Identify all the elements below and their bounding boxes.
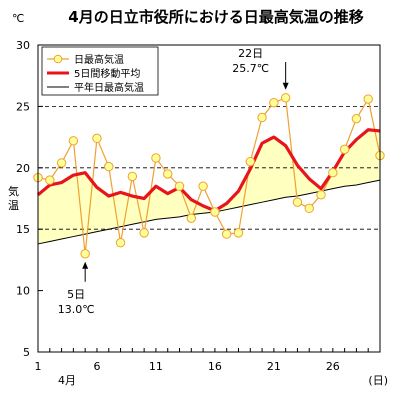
data-point [351,113,362,124]
data-point [139,228,149,238]
x-tick-label: 1 [35,360,42,373]
annotation-value-label: 13.0℃ [58,303,95,316]
data-point [221,229,232,239]
annotation-value-label: 25.7℃ [232,62,269,75]
data-point [233,228,244,238]
data-point [339,144,350,155]
series-line-moving-average [36,128,381,213]
month-label: 4月 [58,374,76,387]
data-point [328,168,338,178]
data-point [92,133,102,144]
annotation-arrow-head [282,82,289,90]
data-point [151,153,161,163]
data-point [316,190,326,200]
data-point [68,136,79,146]
x-unit-label: (日) [368,374,388,387]
y-tick-label: 5 [23,346,30,359]
grid-lines [38,106,380,230]
x-tick-label: 16 [208,360,222,373]
data-point [115,238,126,248]
y-tick-label: 20 [16,162,30,175]
data-point [186,213,197,223]
y-axis-label: 気 温 [8,184,19,212]
data-point [304,203,314,214]
y-tick-label: 10 [16,285,30,298]
series-layer [33,93,385,259]
y-tick-label: 25 [16,100,30,113]
data-point [280,93,291,103]
data-point [269,98,279,108]
annotation-day-label: 22日 [238,47,263,60]
data-point [363,94,373,104]
data-point [45,175,55,185]
chart-title: 4月の日立市役所における日最高気温の推移 [68,8,363,26]
data-point [174,181,185,191]
annotation-day-label: 5日 [67,288,85,301]
deviation-fill-area [38,129,380,244]
x-tick-label: 11 [149,360,163,373]
x-tick-label: 21 [267,360,281,373]
plot-frame [37,44,381,353]
legend-marker-daily-max [53,54,63,64]
legend-label: 日最高気温 [74,53,124,66]
data-point [80,249,90,259]
data-point [56,158,67,168]
y-axis-label-char-2: 温 [8,199,19,212]
data-point [257,112,267,123]
data-point [245,156,255,167]
y-axis-label-char-1: 気 [8,184,19,198]
y-tick-label: 30 [16,39,30,52]
data-point [127,171,138,182]
y-unit-label: ℃ [12,12,24,25]
data-point [210,207,220,217]
data-point [198,181,208,191]
deviation-fill [38,129,380,244]
x-tick-label: 6 [93,360,100,373]
data-point [292,197,303,207]
legend-label: 平年日最高気温 [74,81,144,94]
annotations: 22日 25.7℃ 5日 13.0℃ [58,47,289,316]
data-point [104,161,114,172]
y-tick-label: 15 [16,223,30,236]
annotation-arrow-head [82,261,89,269]
x-tick-label: 26 [326,360,340,373]
legend-label: 5日間移動平均 [74,67,140,80]
data-point [163,169,173,179]
